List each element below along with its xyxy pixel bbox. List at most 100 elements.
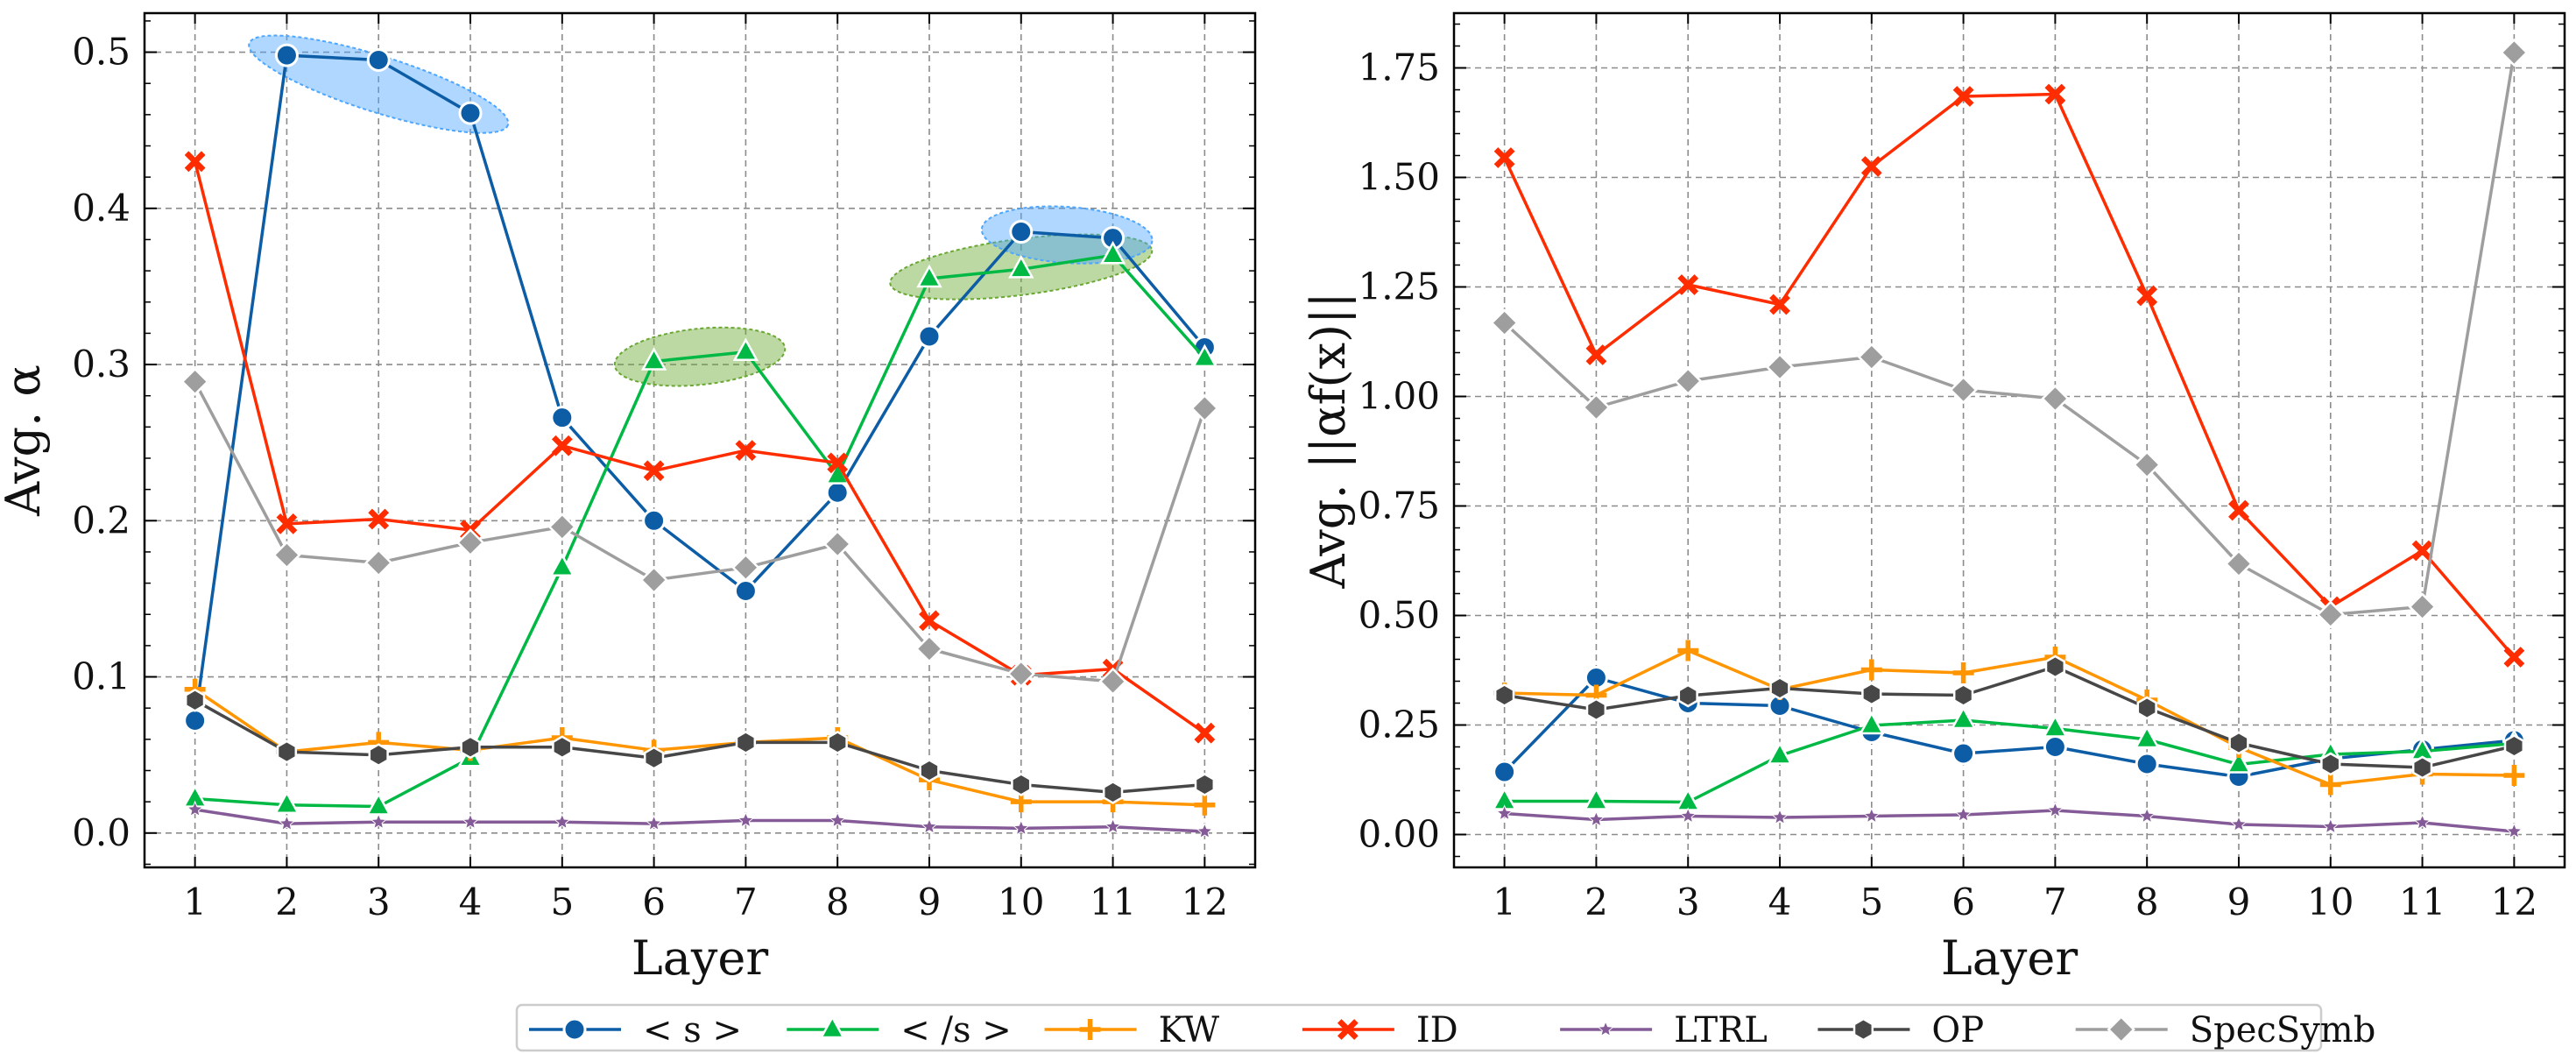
point-s-layer-7: [733, 579, 758, 604]
point-spec-layer-2: [1582, 393, 1611, 422]
legend-marker-id: [1337, 1019, 1359, 1040]
point-s-layer-1: [183, 708, 208, 732]
y-tick-label: 0.0: [72, 811, 131, 854]
point-op-layer-2: [276, 739, 298, 764]
point-ltrl-layer-11: [1104, 817, 1122, 834]
point-ltrl-layer-1: [1495, 804, 1514, 821]
point-op-layer-12: [2503, 734, 2525, 758]
x-tick-label: 12: [1182, 881, 1228, 923]
y-tick-label: 0.3: [72, 343, 131, 386]
point-ltrl-layer-2: [1587, 810, 1606, 827]
point-s-layer-5: [550, 406, 575, 430]
point-es-layer-11: [1099, 240, 1126, 265]
point-op-layer-9: [919, 759, 940, 782]
series-id: [1493, 83, 2525, 668]
point-op-layer-6: [643, 746, 665, 770]
x-axis-label: Layer: [1941, 930, 2078, 986]
point-kw-layer-12: [1194, 794, 1216, 816]
point-spec-layer-4: [455, 528, 485, 557]
x-tick-label: 1: [1493, 881, 1516, 923]
point-ltrl-layer-10: [2321, 817, 2340, 834]
point-s-layer-8: [825, 480, 850, 505]
panel-alpha-fx-norm: 1 2 3 4 5 6 7 8 9 10 11 120.000.250.500.751.001.251…: [1301, 11, 2566, 986]
point-op-layer-1: [184, 688, 206, 712]
point-es-layer-12: [1191, 343, 1218, 368]
point-spec-layer-8: [823, 529, 852, 559]
x-tick-label: 3: [1676, 881, 1700, 923]
point-op-layer-8: [2136, 696, 2157, 720]
y-axis-label: Avg. α: [0, 364, 51, 517]
y-tick-label: 1.00: [1358, 375, 1440, 418]
point-id-layer-8: [827, 452, 849, 474]
legend-item-ltrl: LTRL: [1560, 1010, 1768, 1050]
point-es-layer-6: [1950, 705, 1977, 730]
point-s-layer-9: [917, 324, 942, 349]
series-line-kw: [1504, 648, 2515, 787]
x-tick-label: 7: [734, 881, 758, 923]
legend-item-kw: KW: [1044, 1010, 1219, 1050]
point-id-layer-2: [1585, 344, 1607, 365]
x-tick-label: 2: [275, 881, 299, 923]
series-spec: [1490, 38, 2529, 629]
point-op-layer-10: [2320, 752, 2341, 776]
point-spec-layer-5: [1857, 343, 1886, 371]
point-ltrl-layer-6: [645, 814, 663, 831]
point-id-layer-6: [643, 460, 665, 482]
point-es-layer-9: [916, 264, 942, 288]
point-es-layer-4: [1767, 741, 1793, 765]
legend: < s > < /s > KW ID LTRL OP SpecSymb: [515, 1003, 2375, 1052]
point-ltrl-layer-12: [1196, 822, 1214, 839]
point-id-layer-1: [1493, 147, 1515, 168]
series-line-es: [194, 253, 1206, 809]
x-tick-label: 4: [1768, 881, 1792, 923]
legend-label: < /s >: [900, 1010, 1011, 1050]
y-tick-label: 1.50: [1358, 156, 1440, 199]
point-spec-layer-2: [272, 541, 301, 569]
point-op-layer-11: [2411, 755, 2433, 780]
point-id-layer-3: [1677, 274, 1699, 295]
x-tick-label: 9: [2227, 881, 2251, 923]
x-tick-label: 4: [459, 881, 483, 923]
point-s-layer-2: [274, 43, 299, 67]
x-tick-label: 2: [1584, 881, 1608, 923]
point-s-layer-7: [2043, 735, 2067, 759]
point-s-layer-1: [1493, 760, 1517, 784]
point-spec-layer-5: [547, 513, 576, 541]
grid: [1454, 13, 2565, 867]
point-ltrl-layer-8: [829, 811, 846, 828]
point-op-layer-3: [1677, 683, 1698, 708]
point-ltrl-layer-7: [737, 811, 755, 828]
point-id-layer-3: [368, 508, 390, 530]
x-tick-label: 11: [1090, 881, 1136, 923]
point-spec-layer-4: [1765, 352, 1795, 382]
x-tick-label: 9: [918, 881, 942, 923]
point-spec-layer-11: [2408, 592, 2437, 621]
y-tick-label: 0.75: [1358, 485, 1440, 527]
legend-marker-spec: [2107, 1015, 2135, 1044]
point-spec-layer-12: [2500, 38, 2529, 67]
legend-label: < s >: [643, 1010, 742, 1050]
point-es-layer-10: [1008, 254, 1034, 279]
x-tick-label: 10: [998, 881, 1044, 923]
series-ltrl: [1495, 801, 2523, 839]
x-tick-label: 10: [2307, 881, 2354, 923]
y-tick-label: 0.2: [72, 499, 131, 541]
point-spec-layer-7: [2041, 384, 2070, 414]
x-tick-label: 5: [1860, 881, 1883, 923]
series-line-op: [194, 698, 1205, 795]
point-spec-layer-10: [1006, 659, 1035, 689]
point-kw-layer-12: [2503, 765, 2525, 786]
point-id-layer-11: [2411, 540, 2433, 562]
point-kw-layer-10: [2319, 774, 2341, 796]
point-op-layer-8: [827, 730, 848, 754]
point-es-layer-9: [2226, 750, 2252, 774]
point-id-layer-5: [551, 435, 573, 456]
point-es-layer-2: [273, 790, 300, 814]
series-line-spec: [1503, 52, 2516, 617]
point-ltrl-layer-1: [186, 800, 204, 817]
point-id-layer-4: [1769, 294, 1790, 315]
ticks: 1 2 3 4 5 6 7 8 9 10 11 120.00.10.20.30.40.5: [72, 13, 1255, 923]
point-id-layer-7: [2044, 83, 2066, 105]
point-ltrl-layer-3: [370, 813, 388, 830]
point-es-layer-2: [1583, 787, 1610, 810]
